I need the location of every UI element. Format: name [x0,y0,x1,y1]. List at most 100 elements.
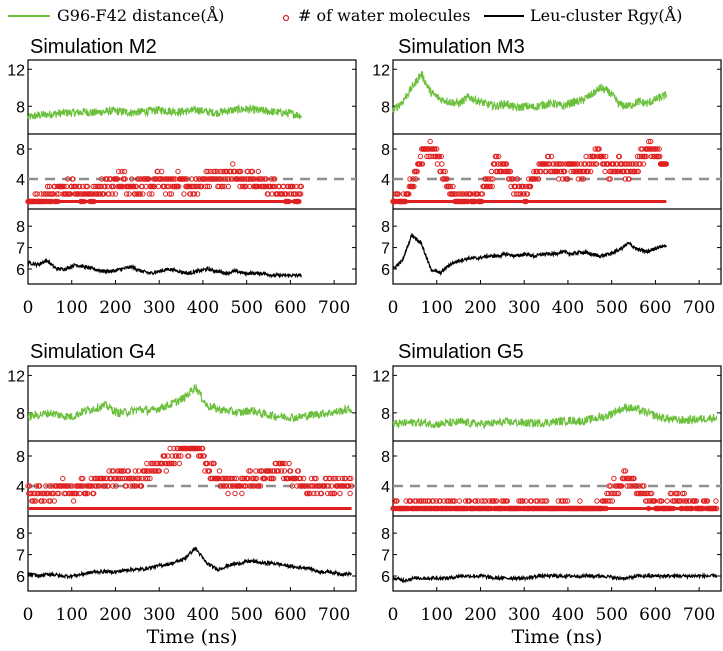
water-point [345,483,352,489]
water-point [33,483,40,489]
x-tick-label: 300 [143,298,175,318]
water-point [592,146,598,152]
water-point [646,138,652,145]
water-point [548,153,555,160]
panel-3: 6 7 8 [16,526,356,586]
water-point [201,453,207,459]
water-point [626,176,632,182]
water-point [535,176,542,182]
water-point [631,475,637,482]
water-point [507,176,513,182]
water-point [96,483,102,489]
water-point [56,490,62,497]
water-point [447,183,454,190]
water-point [137,191,143,197]
chart-title: Simulation G5 [398,341,524,363]
water-point [204,183,211,190]
x-tick-label: 700 [683,605,715,625]
water-point [182,176,188,182]
y-tick-label: 7 [16,548,25,565]
water-point [564,498,571,504]
water-point [346,475,352,482]
water-point [332,475,339,482]
x-tick-label: 400 [187,605,219,625]
water-point [483,498,489,504]
water-point [680,498,687,504]
x-tick-label: 600 [274,605,306,625]
water-point [427,138,433,145]
water-point [643,153,649,160]
water-point [61,183,67,190]
water-point [559,161,565,167]
water-point [565,176,571,182]
water-point [517,498,524,504]
water-point [610,161,617,167]
water-point [132,468,139,474]
water-point [414,168,420,175]
y-tick-label: 12 [372,62,390,79]
water-point [133,183,140,190]
water-point [111,468,117,474]
water-point [275,468,281,474]
water-point [391,498,398,504]
x-tick-label: 400 [552,298,584,318]
water-point [131,183,137,190]
rgy-series-line [27,546,352,580]
water-point [440,168,446,175]
water-point [616,153,623,160]
y-tick-label: 12 [7,368,25,385]
water-point [325,483,332,489]
water-point [74,490,80,497]
water-point [231,475,237,482]
water-point [198,183,205,190]
water-point [77,483,84,489]
water-point [657,153,663,160]
water-point [102,483,108,489]
chart-frame [27,59,357,285]
water-point [574,168,580,175]
water-point [75,191,81,197]
water-point [280,460,286,467]
y-tick-label: 8 [16,219,25,236]
water-point [253,475,260,482]
panel-3: 6 7 8 [381,219,721,279]
water-point [214,168,220,175]
water-point [69,483,75,489]
water-point [202,176,208,182]
water-point [432,146,438,152]
water-point [39,498,45,504]
chart-title: Simulation M2 [30,36,157,58]
water-point [615,490,622,497]
y-tick-label: 8 [16,449,25,466]
x-tick-label: 200 [99,298,131,318]
water-point [175,168,181,175]
water-point [32,490,38,497]
water-point [196,445,203,452]
water-point [430,498,436,504]
water-point [298,183,304,190]
water-point [455,191,461,197]
water-point [527,183,534,190]
water-point [256,483,262,489]
water-point [247,183,253,190]
water-point [521,191,527,197]
water-point [295,468,301,474]
water-point [406,191,412,197]
water-point [125,468,132,474]
x-axis-label: Time (ns) [147,626,238,648]
x-tick-label: 200 [99,605,131,625]
water-point [238,168,244,175]
water-point [562,498,568,504]
water-point [588,168,594,175]
chart-title: Simulation M3 [398,36,525,58]
water-point [194,191,201,197]
water-point [347,490,353,497]
water-point [178,453,184,459]
water-point [518,191,524,197]
water-point [216,475,222,482]
water-point [283,191,289,197]
water-point [577,498,583,504]
water-point [602,168,608,175]
x-tick-label: 0 [23,298,34,318]
